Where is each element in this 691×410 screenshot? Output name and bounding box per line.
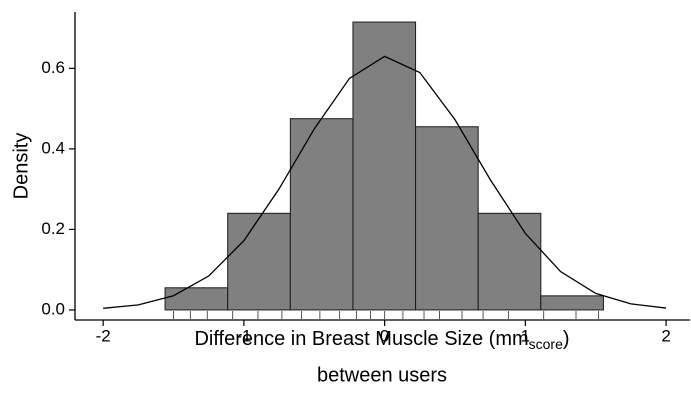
y-tick-label: 0.2: [41, 219, 65, 238]
bar: [164, 287, 229, 311]
y-tick-label: 0.0: [41, 299, 65, 318]
x-tick-label: -2: [96, 326, 111, 345]
x-axis-label-main: Difference in Breast Muscle Size (mm: [194, 328, 528, 350]
density-curve: [103, 55, 667, 309]
x-tick-label: 1: [521, 326, 530, 345]
x-axis-label-line2: between users: [317, 364, 447, 386]
bar: [289, 118, 354, 311]
x-axis-label: Difference in Breast Muscle Size (mmscor…: [194, 328, 569, 351]
y-tick-label: 0.6: [41, 58, 65, 77]
x-tick-label: 0: [380, 326, 389, 345]
y-tick-label: 0.4: [41, 138, 65, 157]
x-tick-label: -1: [236, 326, 251, 345]
bar: [227, 212, 291, 311]
bar: [415, 126, 479, 311]
x-axis-label-sub: score: [529, 336, 563, 352]
x-tick-label: 2: [661, 326, 670, 345]
bar: [477, 212, 542, 311]
bar: [352, 21, 417, 311]
bar: [540, 295, 604, 311]
x-axis-label-end: ): [563, 328, 570, 350]
y-axis-label: Density: [10, 133, 32, 200]
